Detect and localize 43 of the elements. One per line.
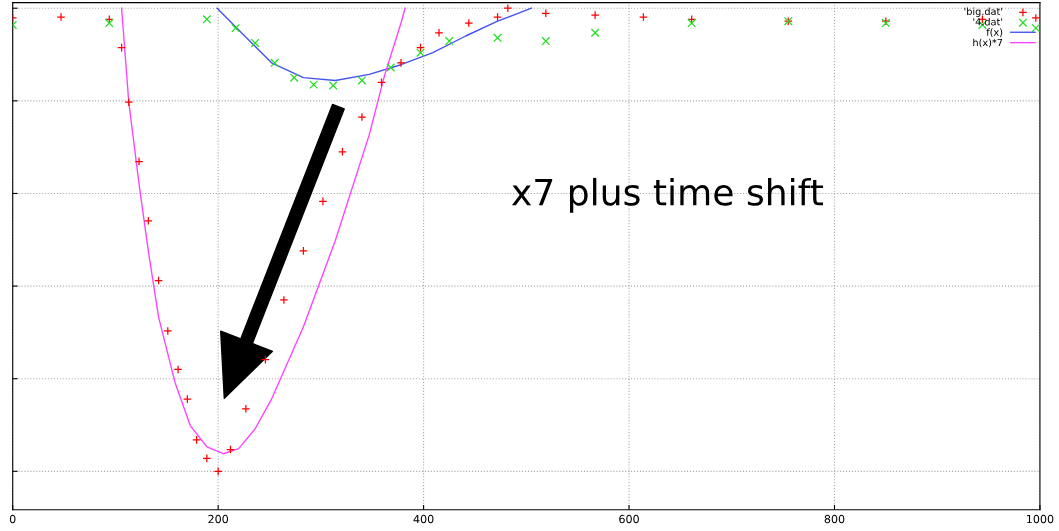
point (357, 76, 367, 85)
point (396, 58, 406, 68)
point (250, 38, 260, 48)
x-tick-label: 800 (824, 514, 845, 524)
point (104, 18, 114, 28)
point (134, 157, 144, 166)
x-tick-label: 200 (208, 514, 229, 524)
x-tick-label: 1000 (1027, 514, 1054, 524)
point (493, 12, 502, 22)
point (318, 196, 328, 206)
x-tick-label: 0 (9, 514, 16, 524)
point (357, 112, 367, 122)
point (202, 14, 212, 24)
annotation: x7 plus time shift (511, 177, 824, 213)
point (173, 365, 183, 374)
legend-label: f(x) (986, 28, 1003, 37)
point (1031, 13, 1040, 23)
point (328, 81, 338, 90)
point (687, 18, 697, 28)
point (231, 23, 241, 33)
point (464, 18, 474, 28)
point (493, 33, 502, 43)
point (241, 404, 251, 414)
point (638, 12, 648, 22)
point (444, 36, 454, 46)
point (434, 28, 444, 38)
point (279, 295, 289, 305)
x-tick-label: 400 (413, 514, 434, 524)
point (541, 36, 551, 46)
point (416, 48, 425, 58)
point (270, 58, 280, 68)
legend-label: 'big.dat' (964, 7, 1003, 17)
point (309, 80, 319, 90)
x-tick-label: 600 (619, 514, 639, 524)
point (289, 73, 299, 83)
point (1031, 23, 1040, 33)
point (56, 12, 66, 22)
point (182, 394, 192, 404)
point (590, 28, 600, 38)
point (163, 326, 173, 336)
legend-label: h(x)*7 (973, 38, 1003, 48)
point (298, 246, 308, 256)
point (386, 63, 396, 72)
